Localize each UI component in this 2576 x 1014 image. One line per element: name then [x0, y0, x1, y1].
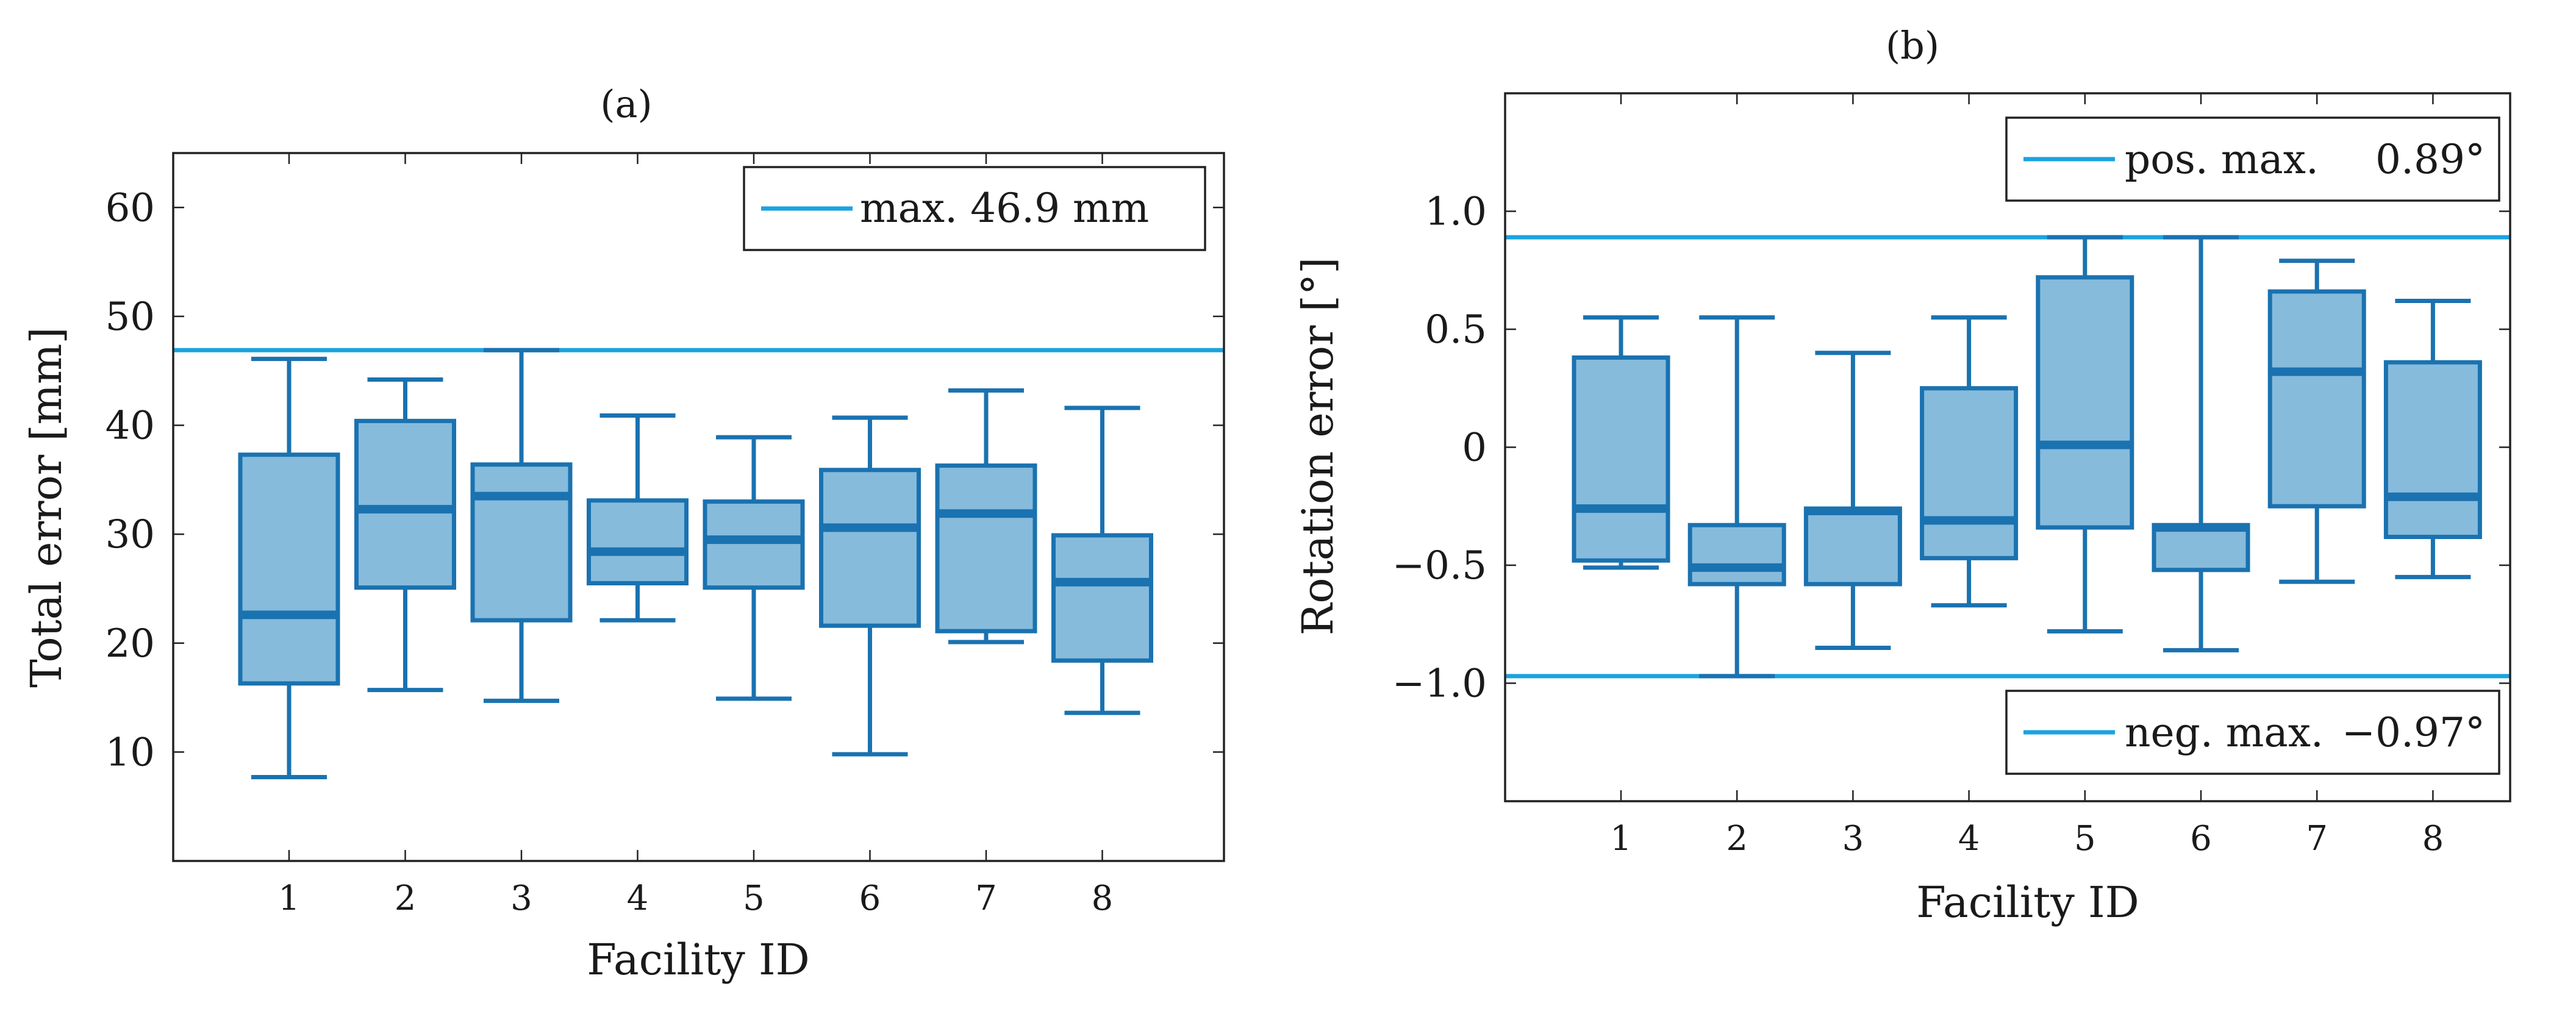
iqr-box: [1572, 355, 1670, 563]
panel-b-ytick-label: −1.0: [1392, 662, 1487, 707]
panel-b-x-label: Facility ID: [1916, 877, 2139, 927]
panel-b-y-label: Rotation error [°]: [1293, 257, 1343, 636]
iqr-box: [703, 499, 805, 590]
panel-a-xtick-label: 7: [975, 879, 997, 918]
iqr-box: [2383, 360, 2482, 540]
panel-a-xtick-label: 5: [743, 879, 765, 918]
panel-a-box-2: [354, 377, 456, 693]
iqr-box: [819, 468, 921, 628]
iqr-box: [1920, 386, 2019, 560]
iqr-box: [2267, 289, 2366, 509]
panel-b-legend-top-value: 0.89°: [2375, 136, 2485, 183]
panel-a-ytick-label: 30: [106, 512, 155, 557]
panel-a-ticks: 10 20 30 40 50 60 1 2 3 4 5 6 7 8: [106, 153, 1224, 918]
panel-a: (a) 10 20 30 40 50 60 1 2 3 4 5 6 7 8 Facility ID Tot…: [21, 82, 1225, 985]
panel-b-xtick-label: 5: [2074, 819, 2096, 859]
panel-b-legend-top: pos. max. 0.89°: [2005, 116, 2500, 202]
panel-b-box-3: [1803, 351, 1902, 650]
panel-b-ytick-label: 0.5: [1425, 307, 1487, 352]
panel-b-ytick-label: 1.0: [1425, 190, 1487, 235]
panel-a-ytick-label: 20: [106, 621, 155, 666]
panel-a-x-label: Facility ID: [587, 935, 810, 985]
panel-b-reference-lines: [1505, 235, 2510, 679]
iqr-box: [935, 463, 1037, 634]
panel-b-title: (b): [1886, 23, 1939, 68]
panel-b-xtick-label: 8: [2422, 819, 2444, 859]
iqr-box: [2036, 275, 2134, 530]
panel-b-legend-top-label: pos. max.: [2125, 136, 2319, 183]
panel-a-ytick-label: 60: [106, 185, 155, 230]
panel-a-ytick-label: 50: [106, 295, 155, 340]
panel-a-xtick-label: 6: [859, 879, 881, 918]
panel-b-xtick-label: 2: [1726, 819, 1748, 859]
panel-b-legend-bottom: neg. max. −0.97°: [2005, 690, 2500, 775]
panel-a-ytick-label: 40: [106, 404, 155, 449]
panel-a-plot-frame: [172, 152, 1225, 862]
panel-b-boxes: [1572, 235, 2482, 679]
panel-a-boxes: [238, 348, 1153, 779]
panel-b-box-4: [1920, 315, 2019, 608]
panel-a-box-4: [587, 413, 689, 623]
panel-b-xtick-label: 4: [1958, 819, 1980, 859]
panel-b-xtick-label: 3: [1842, 819, 1864, 859]
iqr-box: [2152, 523, 2250, 573]
panel-a-box-1: [238, 357, 340, 779]
panel-b-xtick-label: 6: [2190, 819, 2212, 859]
panel-a-y-label: Total error [mm]: [21, 327, 71, 687]
panel-b-box-1: [1572, 315, 1670, 570]
panel-b-ytick-label: 0: [1462, 426, 1487, 471]
panel-a-box-3: [470, 348, 573, 703]
panel-b-box-7: [2267, 259, 2366, 584]
panel-b-legend-bottom-label: neg. max.: [2125, 709, 2324, 756]
iqr-box: [1051, 533, 1153, 663]
iqr-box: [1687, 523, 1786, 587]
panel-a-box-6: [819, 415, 921, 757]
panel-b: (b) −1.0−0.500.51.01 2 3 4 5 6 7 8 Facility ID …: [1293, 23, 2511, 927]
panel-b-xtick-label: 7: [2306, 819, 2328, 859]
panel-b-ticks: −1.0 −0.5 0 0.5 1.0 1 2 3 4 5 6 7 8: [1392, 93, 2510, 859]
panel-b-box-6: [2152, 235, 2250, 652]
panel-a-xtick-label: 1: [278, 879, 300, 918]
iqr-box: [587, 498, 689, 586]
panel-a-xtick-label: 2: [395, 879, 417, 918]
panel-b-box-5: [2036, 235, 2134, 634]
panel-a-ytick-label: 10: [106, 730, 155, 775]
panel-a-xtick-label: 8: [1092, 879, 1114, 918]
panel-a-box-7: [935, 388, 1037, 644]
panel-a-xtick-label: 4: [627, 879, 649, 918]
panel-a-legend: max. 46.9 mm: [743, 166, 1206, 251]
panel-a-box-5: [703, 435, 805, 701]
panel-b-legend-bottom-value: −0.97°: [2342, 709, 2485, 756]
panel-b-box-2: [1687, 315, 1786, 679]
panel-a-box-8: [1051, 405, 1153, 715]
panel-b-box-8: [2383, 299, 2482, 579]
iqr-box: [238, 452, 340, 686]
panel-b-xtick-label: 1: [1610, 819, 1632, 859]
panel-a-legend-label: max. 46.9 mm: [860, 185, 1149, 232]
iqr-box: [354, 418, 456, 590]
panel-b-ytick-label: −0.5: [1392, 543, 1487, 588]
panel-a-xtick-label: 3: [510, 879, 532, 918]
iqr-box: [470, 462, 573, 623]
panel-a-title: (a): [600, 82, 652, 126]
iqr-box: [1803, 506, 1902, 587]
